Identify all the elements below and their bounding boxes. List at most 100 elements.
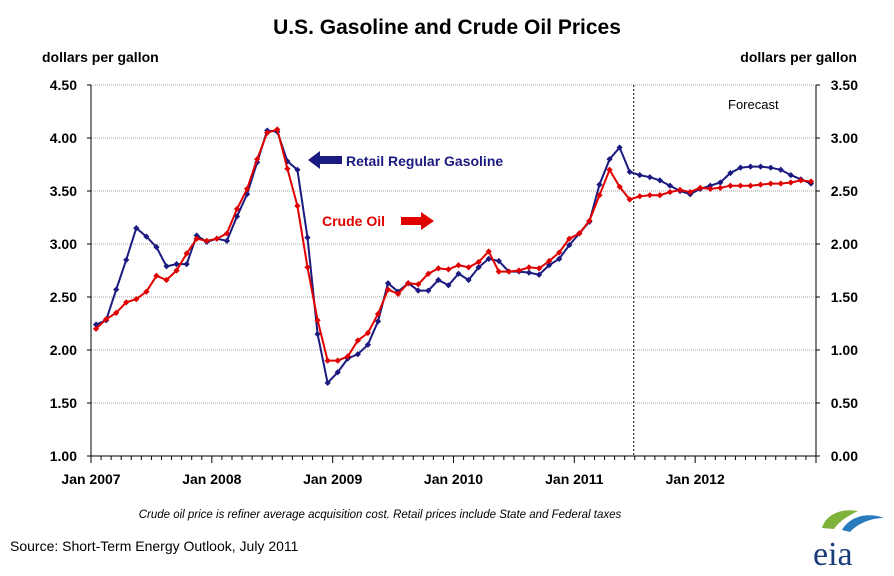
left-arrow-icon [308, 151, 342, 169]
crude-data-point [123, 299, 130, 306]
axes [87, 84, 820, 463]
crude-data-point [787, 179, 794, 186]
crude-data-point [163, 276, 170, 284]
source-note: Source: Short-Term Energy Outlook, July … [10, 538, 299, 554]
x-tick-label: Jan 2012 [666, 471, 725, 487]
crude-data-point [515, 267, 523, 274]
gasoline-data-point [525, 269, 533, 276]
left-tick-label: 4.50 [50, 77, 77, 93]
crude-data-point [334, 357, 341, 364]
gasoline-data-point [596, 181, 603, 188]
chart-title: U.S. Gasoline and Crude Oil Prices [273, 16, 621, 39]
crude-data-point [747, 182, 754, 189]
x-tick-label: Jan 2009 [303, 471, 362, 487]
gasoline-data-point [314, 330, 321, 338]
gasoline-data-point [113, 286, 120, 293]
left-tick-label: 1.00 [50, 448, 77, 464]
gasoline-data-point [163, 263, 170, 270]
x-tick-label: Jan 2007 [61, 471, 120, 487]
gasoline-data-point [535, 271, 543, 278]
right-tick-label: 0.50 [831, 395, 858, 411]
x-tick-labels: Jan 2007 Jan 2008 Jan 2009 Jan 2010 Jan 2011… [61, 471, 725, 487]
left-tick-label: 3.00 [50, 236, 77, 252]
left-tick-label: 1.50 [50, 395, 77, 411]
series [92, 126, 815, 387]
crude-data-point [485, 248, 492, 255]
crude-data-point [344, 353, 351, 360]
right-tick-label: 1.00 [831, 342, 858, 358]
gasoline-data-point [546, 262, 553, 269]
crude-data-point [495, 268, 502, 275]
crude-data-point [656, 192, 663, 199]
crude-data-point [666, 188, 674, 196]
crude-data-point [294, 202, 301, 209]
crude-series-label: Crude Oil [322, 213, 385, 229]
crude-data-point [636, 193, 643, 200]
crude-data-point [92, 325, 100, 332]
right-tick-label: 3.50 [831, 77, 858, 93]
right-arrow-icon [401, 212, 434, 230]
crude-data-point [233, 205, 241, 213]
left-axis-title: dollars per gallon [42, 49, 159, 65]
grid [91, 84, 816, 404]
right-tick-labels: 0.00 0.50 1.00 1.50 2.00 2.50 3.00 3.50 [831, 77, 858, 464]
crude-data-point [445, 266, 452, 273]
crude-data-point [525, 264, 533, 271]
gasoline-data-point [183, 260, 190, 268]
crude-data-point [133, 296, 140, 303]
crude-data-point [374, 310, 382, 318]
x-tick-label: Jan 2011 [545, 471, 604, 487]
crude-data-point [394, 290, 402, 297]
gasoline-data-point [445, 282, 452, 289]
gasoline-data-point [384, 280, 392, 287]
x-tick-label: Jan 2010 [424, 471, 483, 487]
crude-data-point [314, 317, 321, 324]
gasoline-data-point [737, 164, 744, 171]
right-tick-label: 2.50 [831, 183, 858, 199]
gasoline-data-point [485, 255, 492, 262]
crude-data-point [626, 196, 633, 203]
left-tick-label: 3.50 [50, 183, 77, 199]
left-tick-label: 4.00 [50, 130, 77, 146]
crude-data-point [223, 230, 231, 237]
crude-data-point [646, 192, 653, 199]
gasoline-data-point [334, 369, 341, 376]
footnote: Crude oil price is refiner average acqui… [139, 509, 622, 521]
left-tick-labels: 1.00 1.50 2.00 2.50 3.00 3.50 4.00 4.50 [50, 77, 77, 464]
right-tick-label: 2.00 [831, 236, 858, 252]
right-axis-title: dollars per gallon [740, 49, 857, 65]
left-tick-label: 2.00 [50, 342, 77, 358]
gasoline-data-point [656, 177, 664, 184]
crude-data-point [737, 182, 744, 189]
crude-data-point [103, 316, 110, 323]
gasoline-data-point [455, 270, 462, 277]
logo-arc-icon [842, 515, 884, 532]
right-tick-label: 1.50 [831, 289, 858, 305]
gasoline-data-point [123, 256, 130, 264]
gasoline-series-label: Retail Regular Gasoline [346, 153, 503, 169]
crude-data-point [727, 182, 734, 189]
logo-text: eia [813, 536, 853, 573]
gasoline-data-point [465, 276, 472, 284]
crude-data-point [465, 264, 472, 271]
gasoline-data-point [636, 171, 643, 179]
crude-data-point [284, 165, 291, 172]
crude-data-point [213, 235, 220, 242]
crude-data-point [757, 181, 764, 188]
eia-logo: eia [813, 510, 884, 573]
gasoline-data-point [646, 174, 653, 181]
x-tick-label: Jan 2008 [182, 471, 241, 487]
crude-data-point [777, 180, 784, 187]
gasoline-data-point [767, 164, 774, 171]
gasoline-data-point [374, 318, 382, 325]
right-tick-label: 0.00 [831, 448, 858, 464]
gasoline-data-point [223, 237, 231, 244]
crude-data-point [405, 280, 412, 287]
gasoline-data-point [495, 257, 502, 265]
gasoline-data-point [626, 168, 633, 176]
logo-leaf-icon [822, 510, 858, 529]
forecast-label: Forecast [728, 97, 779, 112]
crude-data-point [435, 265, 442, 272]
crude-data-point [717, 184, 724, 191]
